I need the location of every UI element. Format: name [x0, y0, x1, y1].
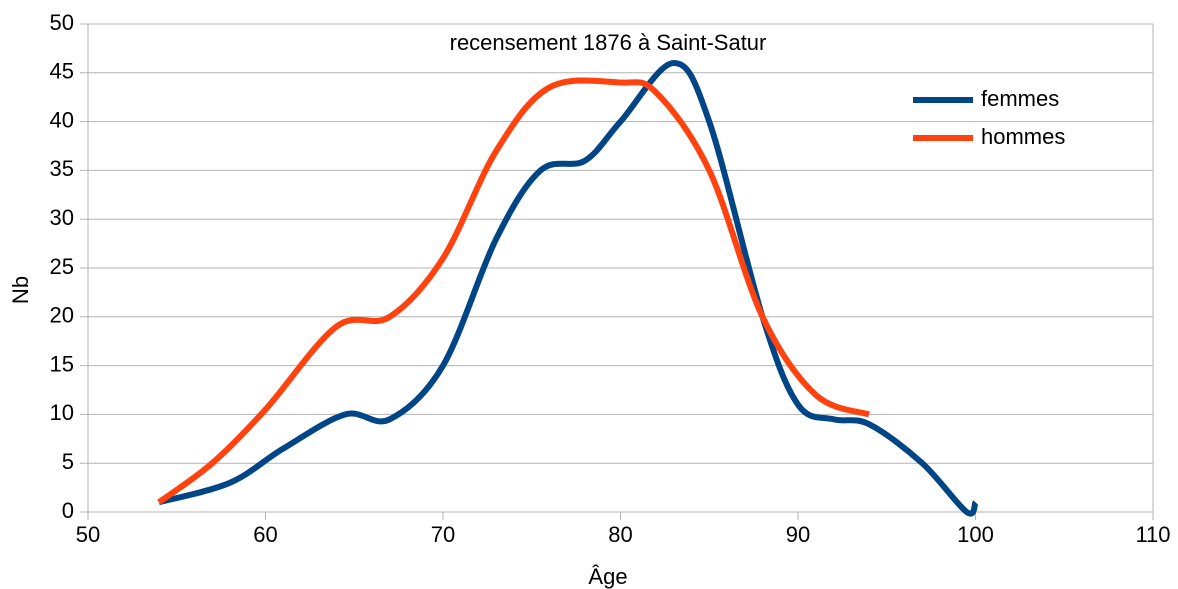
- y-tick-label: 30: [50, 205, 74, 230]
- x-tick-label: 80: [608, 522, 632, 547]
- x-axis-label: Âge: [588, 564, 627, 589]
- x-tick-label: 100: [957, 522, 994, 547]
- y-tick-label: 40: [50, 107, 74, 132]
- line-series: [157, 77, 871, 505]
- y-tick-label: 20: [50, 303, 74, 328]
- y-tick-label: 0: [62, 498, 74, 523]
- y-tick-label: 25: [50, 254, 74, 279]
- y-tick-label: 5: [62, 449, 74, 474]
- x-tick-label: 70: [431, 522, 455, 547]
- y-tick-label: 50: [50, 10, 74, 35]
- y-tick-label: 45: [50, 59, 74, 84]
- y-axis-label: Nb: [8, 276, 33, 304]
- y-tick-label: 35: [50, 156, 74, 181]
- x-tick-label: 110: [1135, 522, 1170, 547]
- y-tick-label: 10: [50, 400, 74, 425]
- y-tick-label: 15: [50, 351, 74, 376]
- chart-title: recensement 1876 à Saint-Satur: [450, 30, 767, 55]
- x-tick-label: 90: [786, 522, 810, 547]
- x-tick-label: 50: [76, 522, 100, 547]
- x-tick-label: 60: [253, 522, 277, 547]
- line-series: [158, 60, 979, 517]
- legend-label: hommes: [981, 124, 1065, 149]
- legend-label: femmes: [981, 86, 1059, 111]
